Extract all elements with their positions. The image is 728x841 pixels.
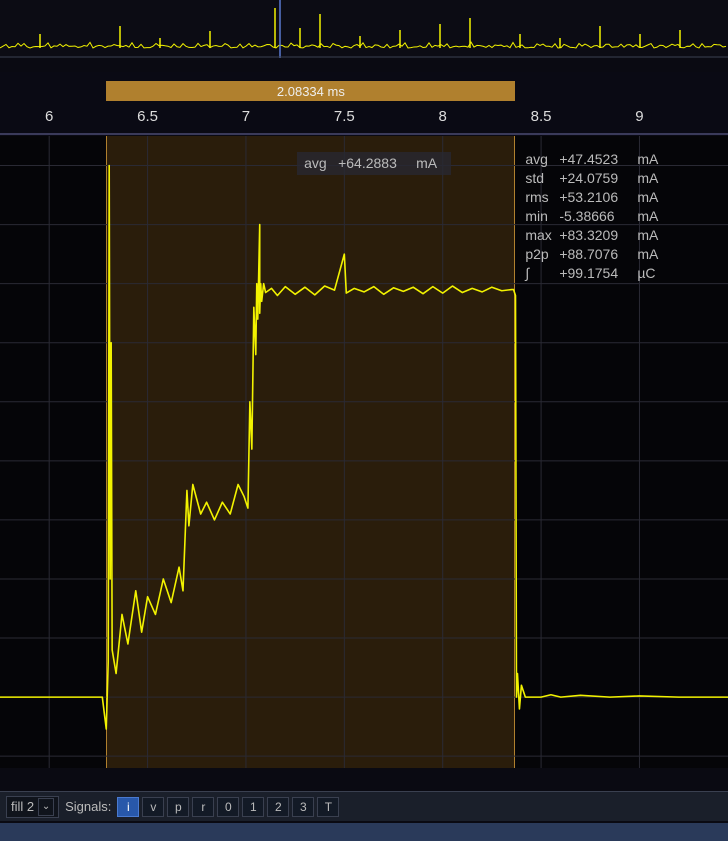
axis-tick: 7.5 xyxy=(334,108,355,125)
stat-label: max xyxy=(525,226,559,245)
selection-duration-label: 2.08334 ms xyxy=(277,84,345,99)
fill-mode-label: fill 2 xyxy=(11,799,34,814)
stat-value: +64.2883 xyxy=(338,154,416,173)
stat-row: ∫+99.1754µC xyxy=(525,264,665,283)
bottom-status-strip xyxy=(0,823,728,841)
signal-button-0[interactable]: 0 xyxy=(217,797,239,817)
stat-unit: mA xyxy=(416,154,444,173)
stat-label: std xyxy=(525,169,559,188)
stat-row: rms+53.2106mA xyxy=(525,188,665,207)
waveform-plot[interactable]: avg+64.2883mA avg+47.4523mAstd+24.0759mA… xyxy=(0,136,728,768)
axis-tick: 9 xyxy=(635,108,643,125)
stat-row: std+24.0759mA xyxy=(525,169,665,188)
axis-tick: 6.5 xyxy=(137,108,158,125)
selection-duration-bar[interactable]: 2.08334 ms xyxy=(106,81,515,101)
stat-value: +83.3209 xyxy=(559,226,637,245)
stat-unit: mA xyxy=(637,188,665,207)
chevron-down-icon[interactable]: ⌄ xyxy=(38,798,54,816)
stat-unit: mA xyxy=(637,207,665,226)
time-ruler[interactable]: 2.08334 ms 6 6.5 7 7.5 8 8.5 9 xyxy=(0,72,728,136)
stat-row: avg+47.4523mA xyxy=(525,150,665,169)
stat-unit: mA xyxy=(637,226,665,245)
stat-value: -5.38666 xyxy=(559,207,637,226)
stat-unit: µC xyxy=(637,264,665,283)
stat-row: avg+64.2883mA xyxy=(304,154,444,173)
stat-label: avg xyxy=(525,150,559,169)
axis-tick: 8 xyxy=(439,108,447,125)
stat-row: max+83.3209mA xyxy=(525,226,665,245)
stat-value: +53.2106 xyxy=(559,188,637,207)
stat-value: +99.1754 xyxy=(559,264,637,283)
stat-label: p2p xyxy=(525,245,559,264)
signals-label: Signals: xyxy=(65,799,111,814)
axis-ticks: 6 6.5 7 7.5 8 8.5 9 xyxy=(0,108,728,134)
axis-baseline xyxy=(0,133,728,135)
stat-value: +24.0759 xyxy=(559,169,637,188)
stat-unit: mA xyxy=(637,245,665,264)
stat-label: rms xyxy=(525,188,559,207)
stat-label: avg xyxy=(304,154,338,173)
stat-row: p2p+88.7076mA xyxy=(525,245,665,264)
stat-value: +88.7076 xyxy=(559,245,637,264)
stat-unit: mA xyxy=(637,150,665,169)
signal-button-T[interactable]: T xyxy=(317,797,339,817)
signal-button-1[interactable]: 1 xyxy=(242,797,264,817)
signal-button-3[interactable]: 3 xyxy=(292,797,314,817)
stat-label: min xyxy=(525,207,559,226)
axis-tick: 8.5 xyxy=(531,108,552,125)
selection-stats-box: avg+64.2883mA xyxy=(297,152,451,175)
bottom-toolbar: fill 2 ⌄ Signals: ivpr0123T xyxy=(0,791,728,821)
signal-button-group: ivpr0123T xyxy=(117,797,339,817)
stat-unit: mA xyxy=(637,169,665,188)
cursor-stats-box: avg+47.4523mAstd+24.0759mArms+53.2106mAm… xyxy=(525,150,665,283)
axis-tick: 7 xyxy=(242,108,250,125)
signal-button-v[interactable]: v xyxy=(142,797,164,817)
stat-row: min-5.38666mA xyxy=(525,207,665,226)
stat-value: +47.4523 xyxy=(559,150,637,169)
stat-label: ∫ xyxy=(525,264,559,283)
overview-strip[interactable] xyxy=(0,0,728,58)
signal-button-i[interactable]: i xyxy=(117,797,139,817)
axis-tick: 6 xyxy=(45,108,53,125)
signal-button-2[interactable]: 2 xyxy=(267,797,289,817)
signal-button-r[interactable]: r xyxy=(192,797,214,817)
signal-button-p[interactable]: p xyxy=(167,797,189,817)
fill-mode-select[interactable]: fill 2 ⌄ xyxy=(6,796,59,818)
